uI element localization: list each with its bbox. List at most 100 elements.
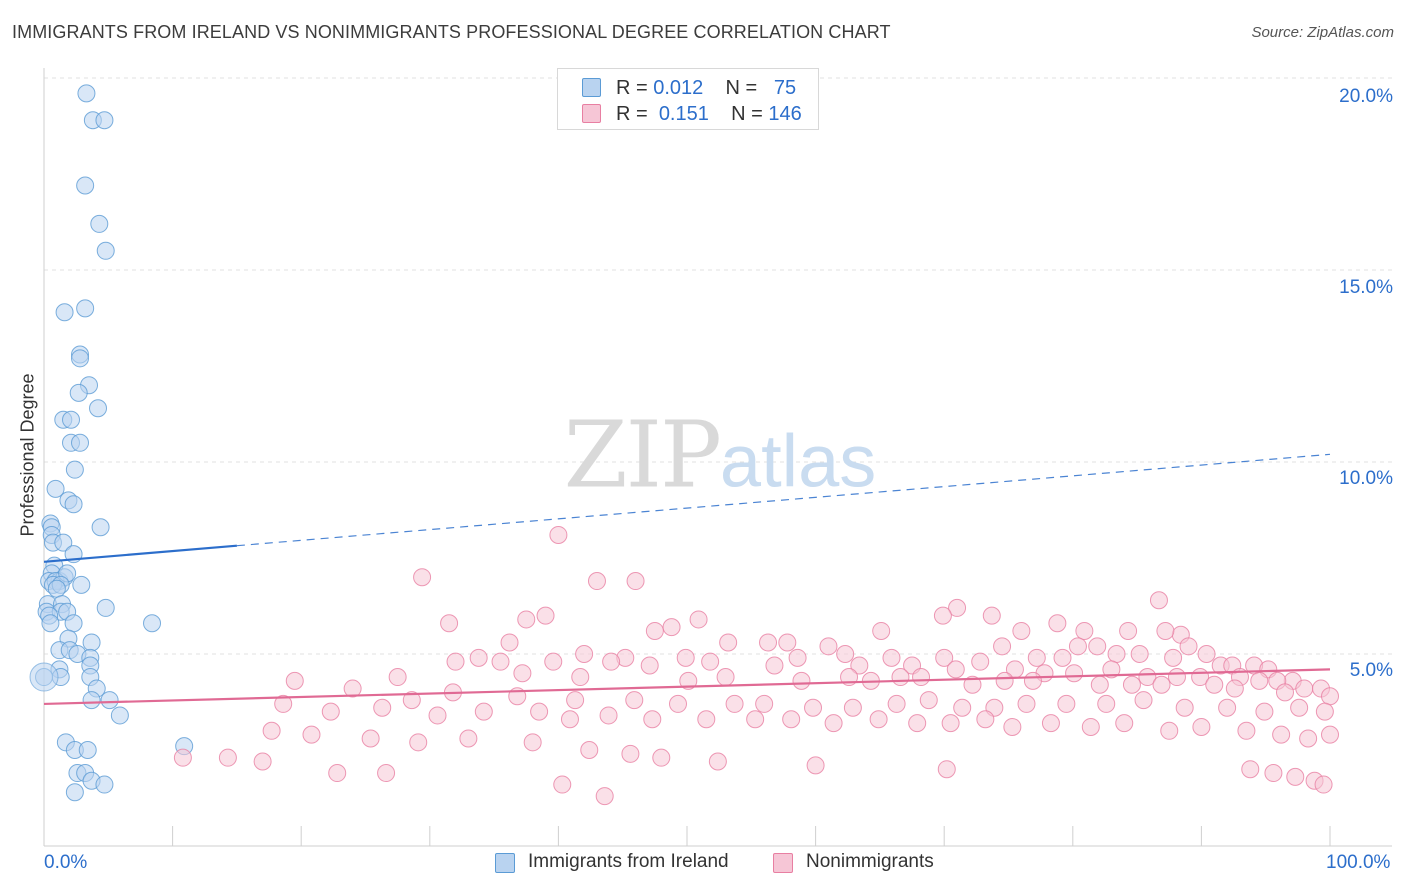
nonimmigrant-point <box>689 610 708 629</box>
ireland-point <box>71 433 90 452</box>
nonimmigrant-point <box>413 568 432 587</box>
nonimmigrant-point <box>402 691 421 710</box>
series-nonimmigrants <box>173 525 1339 806</box>
ireland-point <box>64 495 83 514</box>
nonimmigrant-point <box>1255 702 1274 721</box>
nonimmigrant-point <box>869 710 888 729</box>
nonimmigrant-point <box>544 652 563 671</box>
bottom-legend-label: Immigrants from Ireland <box>528 851 729 872</box>
nonimmigrant-point <box>1097 694 1116 713</box>
nonimmigrant-point <box>1156 621 1175 640</box>
nonimmigrant-point <box>1192 717 1211 736</box>
nonimmigrant-point <box>887 694 906 713</box>
y-tick-label: 20.0% <box>1339 86 1393 107</box>
ireland-point <box>76 299 95 318</box>
nonimmigrant-point <box>1138 668 1157 687</box>
nonimmigrant-point <box>1115 714 1134 733</box>
ireland-point <box>72 575 91 594</box>
nonimmigrant-point <box>625 691 644 710</box>
ireland-point <box>95 111 114 130</box>
nonimmigrant-point <box>523 733 542 752</box>
nonimmigrant-point <box>948 598 967 617</box>
nonimmigrant-point <box>1167 668 1186 687</box>
nonimmigrant-point <box>253 752 272 771</box>
nonimmigrant-point <box>679 671 698 690</box>
ireland-point-cluster <box>29 662 59 692</box>
correlation-legend: R = 0.012 N = 75 R = 0.151 N = 146 <box>557 68 819 130</box>
ireland-point <box>46 479 65 498</box>
nonimmigrant-point <box>935 648 954 667</box>
nonimmigrant-point <box>500 633 519 652</box>
nonimmigrant-point <box>1048 614 1067 633</box>
nonimmigrant-point <box>1179 637 1198 656</box>
nonimmigrant-point <box>373 698 392 717</box>
nonimmigrant-trend-line <box>43 668 1331 706</box>
nonimmigrant-point <box>1041 714 1060 733</box>
nonimmigrant-point <box>676 648 695 667</box>
legend-n-value: 75 <box>773 77 797 99</box>
nonimmigrant-point <box>626 572 645 591</box>
nonimmigrant-point <box>1218 698 1237 717</box>
nonimmigrant-point <box>919 691 938 710</box>
nonimmigrant-point <box>459 729 478 748</box>
nonimmigrant-point <box>602 652 621 671</box>
legend-r-value: 0.012 <box>653 77 704 99</box>
nonimmigrant-point <box>806 756 825 775</box>
nonimmigrant-point <box>377 764 396 783</box>
nonimmigrant-point <box>274 694 293 713</box>
y-tick-label: 5.0% <box>1349 660 1393 681</box>
nonimmigrant-point <box>1290 698 1309 717</box>
ireland-point <box>143 614 162 633</box>
nonimmigrant-point <box>553 775 572 794</box>
nonimmigrant-point <box>1107 645 1126 663</box>
nonimmigrant-point <box>643 710 662 729</box>
nonimmigrant-point <box>1075 621 1094 640</box>
bottom-legend-swatch-pink <box>773 853 793 873</box>
nonimmigrant-point <box>819 637 838 656</box>
nonimmigrant-point <box>474 702 493 721</box>
y-axis-label: Professional Degree <box>17 373 38 537</box>
ireland-point <box>64 614 83 633</box>
nonimmigrant-point <box>409 733 428 752</box>
nonimmigrant-point <box>1237 721 1256 740</box>
nonimmigrant-point <box>1250 671 1269 690</box>
nonimmigrant-point <box>850 656 869 675</box>
ireland-point <box>77 84 96 103</box>
nonimmigrant-point <box>782 710 801 729</box>
nonimmigrant-point <box>530 702 549 721</box>
nonimmigrant-point <box>1286 767 1305 786</box>
nonimmigrant-point <box>982 606 1001 625</box>
nonimmigrant-point <box>491 652 510 671</box>
nonimmigrant-point <box>1088 637 1107 656</box>
legend-r-label: R = <box>616 77 654 99</box>
nonimmigrant-point <box>1122 675 1141 694</box>
nonimmigrant-point <box>587 572 606 591</box>
legend-r-value: 0.151 <box>658 103 709 125</box>
nonimmigrant-point <box>1090 675 1109 694</box>
legend-swatch-blue <box>582 78 601 97</box>
bottom-legend-swatch-blue <box>495 853 515 873</box>
series-immigrants-from-ireland <box>29 84 194 802</box>
ireland-trend-line-dashed <box>236 453 1331 547</box>
nonimmigrant-point <box>1130 645 1149 663</box>
nonimmigrant-point <box>652 748 671 767</box>
nonimmigrant-point <box>872 621 891 640</box>
nonimmigrant-point <box>302 725 321 744</box>
x-tick-label: 0.0% <box>44 852 88 873</box>
nonimmigrant-point <box>513 664 532 683</box>
nonimmigrant-point <box>755 694 774 713</box>
nonimmigrant-point <box>792 671 811 690</box>
legend-r-label: R = <box>616 103 654 125</box>
nonimmigrant-point <box>1275 683 1294 702</box>
nonimmigrant-point <box>701 652 720 671</box>
ireland-point <box>91 518 110 537</box>
nonimmigrant-point <box>946 660 965 679</box>
legend-text: R = 0.151 N = 146 <box>616 103 802 126</box>
ireland-point <box>100 691 119 710</box>
nonimmigrant-point <box>1264 764 1283 783</box>
ireland-point <box>76 176 95 195</box>
legend-n-label: N = <box>725 77 763 99</box>
nonimmigrant-point <box>549 525 568 544</box>
nonimmigrant-point <box>580 741 599 759</box>
nonimmigrant-point <box>517 610 536 629</box>
